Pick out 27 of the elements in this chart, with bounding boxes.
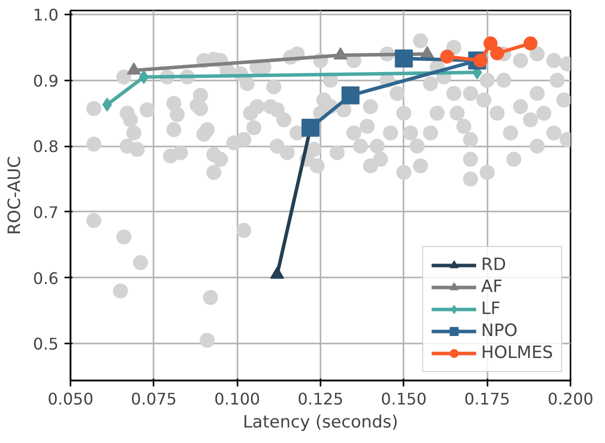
x-tick-label: 0.150 [380,390,427,408]
point [342,86,360,104]
y-axis-title: ROC-AUC [5,156,26,235]
x-axis-title: Latency (seconds) [242,412,398,432]
point [394,50,413,68]
x-tick-label: 0.050 [48,390,94,408]
legend-label: RD [481,255,506,275]
legend-label: HOLMES [481,343,553,363]
point [302,118,320,137]
x-tick-label: 0.200 [548,390,594,408]
y-tick-label: 0.7 [33,202,59,222]
point [524,36,538,50]
x-tick-label: 0.100 [214,390,260,408]
point [490,46,504,60]
point [484,36,498,50]
y-tick-label: 0.9 [33,71,59,90]
legend-label: LF [481,299,502,319]
legend-label: AF [481,277,503,297]
x-tick-label: 0.075 [130,390,177,408]
x-tick-label: 0.125 [298,390,344,408]
point [440,50,454,64]
legend-label: NPO [481,321,518,341]
y-tick-label: 1.0 [33,5,59,24]
x-tick-label: 0.175 [464,390,510,408]
y-tick-label: 0.8 [33,137,59,156]
y-tick-label: 0.5 [33,334,59,354]
y-tick-label: 0.6 [33,268,59,288]
